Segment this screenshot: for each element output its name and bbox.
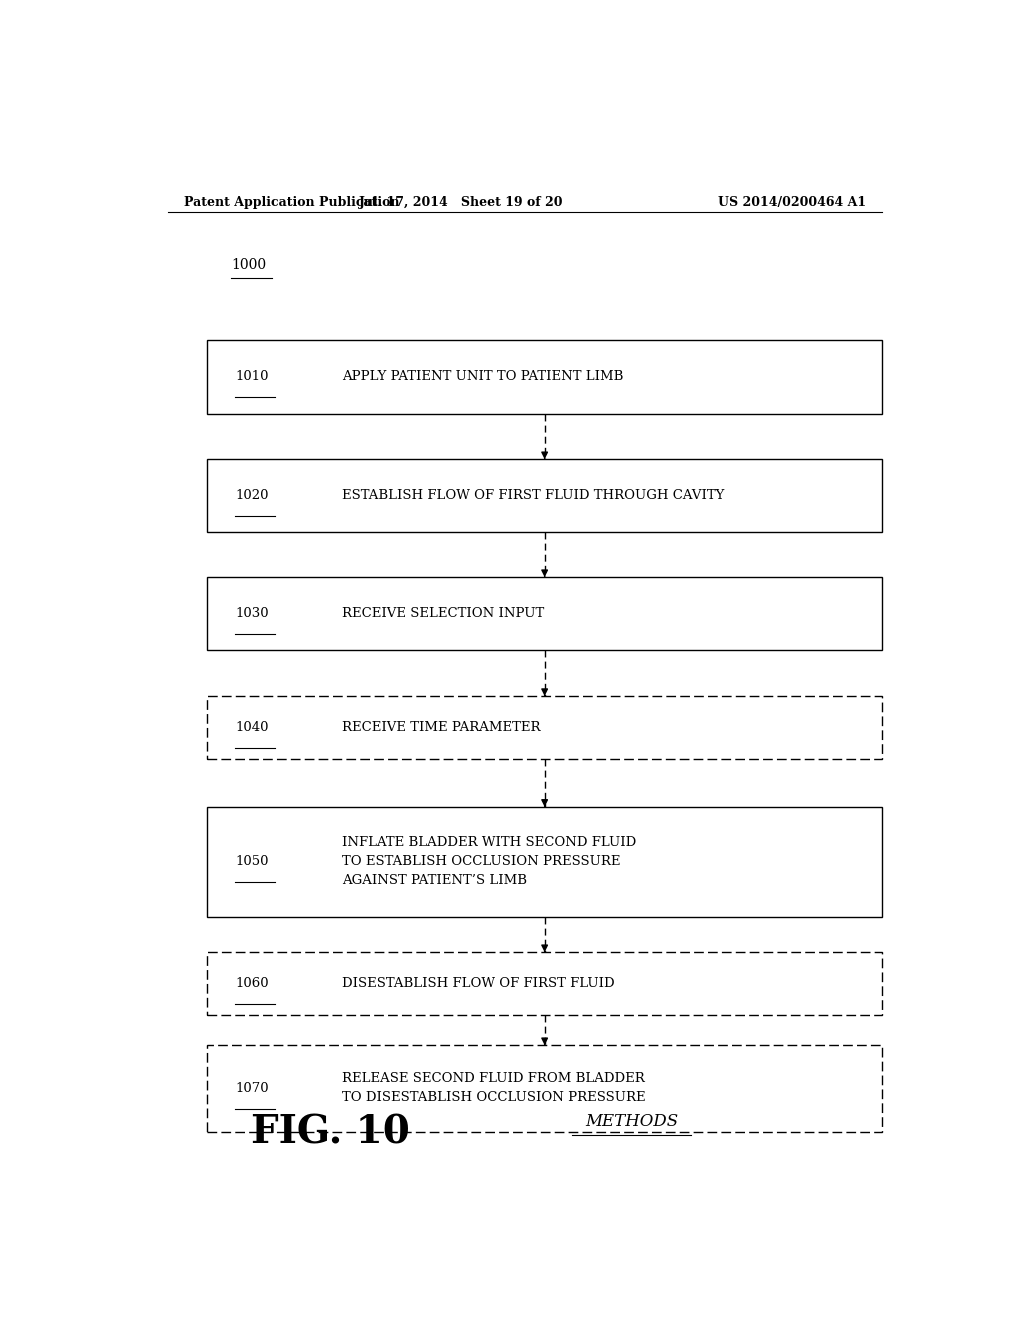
FancyBboxPatch shape — [207, 952, 882, 1015]
Text: Patent Application Publication: Patent Application Publication — [183, 195, 399, 209]
FancyBboxPatch shape — [207, 807, 882, 916]
Text: Jul. 17, 2014   Sheet 19 of 20: Jul. 17, 2014 Sheet 19 of 20 — [359, 195, 563, 209]
FancyBboxPatch shape — [207, 459, 882, 532]
Text: FIG. 10: FIG. 10 — [251, 1113, 410, 1151]
Text: 1000: 1000 — [231, 259, 266, 272]
Text: 1060: 1060 — [236, 977, 268, 990]
Text: US 2014/0200464 A1: US 2014/0200464 A1 — [718, 195, 866, 209]
Text: RECEIVE SELECTION INPUT: RECEIVE SELECTION INPUT — [342, 607, 545, 620]
Text: 1010: 1010 — [236, 371, 268, 383]
Text: 1040: 1040 — [236, 721, 268, 734]
FancyBboxPatch shape — [207, 341, 882, 413]
Text: 1020: 1020 — [236, 490, 268, 503]
FancyBboxPatch shape — [207, 1045, 882, 1131]
Text: RECEIVE TIME PARAMETER: RECEIVE TIME PARAMETER — [342, 721, 541, 734]
Text: 1030: 1030 — [236, 607, 268, 620]
FancyBboxPatch shape — [207, 696, 882, 759]
Text: METHODS: METHODS — [586, 1114, 679, 1130]
Text: 1050: 1050 — [236, 855, 268, 869]
Text: ESTABLISH FLOW OF FIRST FLUID THROUGH CAVITY: ESTABLISH FLOW OF FIRST FLUID THROUGH CA… — [342, 490, 725, 503]
Text: DISESTABLISH FLOW OF FIRST FLUID: DISESTABLISH FLOW OF FIRST FLUID — [342, 977, 614, 990]
Text: 1070: 1070 — [236, 1082, 268, 1094]
Text: APPLY PATIENT UNIT TO PATIENT LIMB: APPLY PATIENT UNIT TO PATIENT LIMB — [342, 371, 624, 383]
FancyBboxPatch shape — [207, 577, 882, 651]
Text: INFLATE BLADDER WITH SECOND FLUID
TO ESTABLISH OCCLUSION PRESSURE
AGAINST PATIEN: INFLATE BLADDER WITH SECOND FLUID TO EST… — [342, 837, 637, 887]
Text: RELEASE SECOND FLUID FROM BLADDER
TO DISESTABLISH OCCLUSION PRESSURE: RELEASE SECOND FLUID FROM BLADDER TO DIS… — [342, 1072, 646, 1105]
